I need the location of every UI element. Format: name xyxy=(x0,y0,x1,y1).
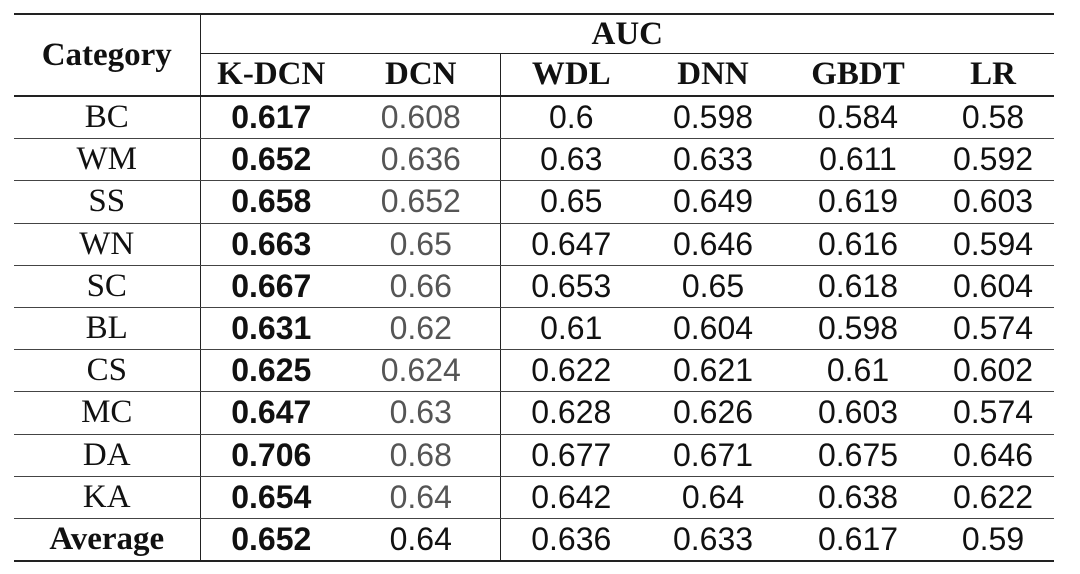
cell-kdcn: 0.647 xyxy=(200,391,342,435)
cell-dcn: 0.652 xyxy=(342,180,501,224)
cell-kdcn: 0.652 xyxy=(200,518,342,563)
cell-dnn: 0.604 xyxy=(642,307,784,351)
cell-wdl: 0.6 xyxy=(500,96,642,140)
cell-gbdt: 0.616 xyxy=(784,223,932,266)
cell-dnn: 0.646 xyxy=(642,223,784,266)
cell-wdl: 0.65 xyxy=(500,180,642,224)
cell-gbdt: 0.61 xyxy=(784,349,932,393)
auc-group-header: AUC xyxy=(200,13,1054,55)
cell-dnn: 0.64 xyxy=(642,476,784,519)
cell-lr: 0.594 xyxy=(932,223,1054,266)
cell-gbdt: 0.675 xyxy=(784,434,932,477)
table-row: BL 0.631 0.62 0.61 0.604 0.598 0.574 xyxy=(14,307,1054,351)
table-row: WN 0.663 0.65 0.647 0.646 0.616 0.594 xyxy=(14,223,1054,266)
row-category: CS xyxy=(14,349,201,393)
cell-dcn: 0.62 xyxy=(342,307,501,351)
row-category: Average xyxy=(14,518,201,563)
cell-dcn: 0.64 xyxy=(342,476,501,519)
cell-gbdt: 0.617 xyxy=(784,518,932,563)
row-category: WN xyxy=(14,223,201,266)
auc-results-table: Category AUC K-DCN DCN WDL DNN GBDT LR B… xyxy=(14,13,1054,563)
cell-lr: 0.622 xyxy=(932,476,1054,519)
cell-kdcn: 0.652 xyxy=(200,138,342,182)
model-header-wdl: WDL xyxy=(500,53,642,98)
cell-gbdt: 0.598 xyxy=(784,307,932,351)
cell-lr: 0.59 xyxy=(932,518,1054,563)
cell-dcn: 0.624 xyxy=(342,349,501,393)
cell-dnn: 0.633 xyxy=(642,518,784,563)
cell-dcn: 0.66 xyxy=(342,265,501,308)
row-category: BC xyxy=(14,96,201,140)
cell-lr: 0.574 xyxy=(932,391,1054,435)
cell-wdl: 0.677 xyxy=(500,434,642,477)
cell-kdcn: 0.617 xyxy=(200,96,342,140)
table-row: SS 0.658 0.652 0.65 0.649 0.619 0.603 xyxy=(14,180,1054,224)
row-category: SS xyxy=(14,180,201,224)
table-body: BC 0.617 0.608 0.6 0.598 0.584 0.58 WM 0.652 0.63… xyxy=(14,96,1054,563)
cell-dcn: 0.65 xyxy=(342,223,501,266)
model-header-lr: LR xyxy=(932,53,1054,98)
cell-gbdt: 0.638 xyxy=(784,476,932,519)
row-category: KA xyxy=(14,476,201,519)
cell-gbdt: 0.619 xyxy=(784,180,932,224)
cell-lr: 0.604 xyxy=(932,265,1054,308)
category-header: Category xyxy=(14,13,201,97)
cell-wdl: 0.628 xyxy=(500,391,642,435)
table-row: CS 0.625 0.624 0.622 0.621 0.61 0.602 xyxy=(14,349,1054,393)
cell-lr: 0.574 xyxy=(932,307,1054,351)
cell-wdl: 0.61 xyxy=(500,307,642,351)
cell-wdl: 0.653 xyxy=(500,265,642,308)
row-category: DA xyxy=(14,434,201,477)
cell-gbdt: 0.618 xyxy=(784,265,932,308)
cell-wdl: 0.636 xyxy=(500,518,642,563)
cell-lr: 0.602 xyxy=(932,349,1054,393)
table-row: WM 0.652 0.636 0.63 0.633 0.611 0.592 xyxy=(14,138,1054,182)
row-category: BL xyxy=(14,307,201,351)
cell-dcn: 0.636 xyxy=(342,138,501,182)
cell-lr: 0.592 xyxy=(932,138,1054,182)
row-category: SC xyxy=(14,265,201,308)
model-header-dnn: DNN xyxy=(642,53,784,98)
model-header-gbdt: GBDT xyxy=(784,53,932,98)
cell-dnn: 0.621 xyxy=(642,349,784,393)
cell-dcn: 0.63 xyxy=(342,391,501,435)
cell-dnn: 0.626 xyxy=(642,391,784,435)
cell-gbdt: 0.584 xyxy=(784,96,932,140)
cell-dnn: 0.671 xyxy=(642,434,784,477)
cell-wdl: 0.642 xyxy=(500,476,642,519)
cell-dcn: 0.64 xyxy=(342,518,501,563)
row-category: WM xyxy=(14,138,201,182)
cell-wdl: 0.647 xyxy=(500,223,642,266)
cell-wdl: 0.622 xyxy=(500,349,642,393)
cell-kdcn: 0.625 xyxy=(200,349,342,393)
table-row: SC 0.667 0.66 0.653 0.65 0.618 0.604 xyxy=(14,265,1054,308)
cell-dnn: 0.633 xyxy=(642,138,784,182)
cell-lr: 0.58 xyxy=(932,96,1054,140)
cell-kdcn: 0.654 xyxy=(200,476,342,519)
cell-kdcn: 0.663 xyxy=(200,223,342,266)
cell-dnn: 0.598 xyxy=(642,96,784,140)
cell-kdcn: 0.658 xyxy=(200,180,342,224)
cell-gbdt: 0.603 xyxy=(784,391,932,435)
average-row: Average 0.652 0.64 0.636 0.633 0.617 0.59 xyxy=(14,518,1054,563)
cell-wdl: 0.63 xyxy=(500,138,642,182)
model-header-k-dcn: K-DCN xyxy=(200,53,342,98)
table-row: KA 0.654 0.64 0.642 0.64 0.638 0.622 xyxy=(14,476,1054,519)
cell-dnn: 0.65 xyxy=(642,265,784,308)
cell-kdcn: 0.631 xyxy=(200,307,342,351)
cell-dnn: 0.649 xyxy=(642,180,784,224)
table-row: DA 0.706 0.68 0.677 0.671 0.675 0.646 xyxy=(14,434,1054,477)
cell-kdcn: 0.667 xyxy=(200,265,342,308)
cell-lr: 0.603 xyxy=(932,180,1054,224)
cell-dcn: 0.68 xyxy=(342,434,501,477)
cell-kdcn: 0.706 xyxy=(200,434,342,477)
cell-lr: 0.646 xyxy=(932,434,1054,477)
cell-dcn: 0.608 xyxy=(342,96,501,140)
model-header-dcn: DCN xyxy=(342,53,501,98)
cell-gbdt: 0.611 xyxy=(784,138,932,182)
table-row: MC 0.647 0.63 0.628 0.626 0.603 0.574 xyxy=(14,391,1054,435)
table-row: BC 0.617 0.608 0.6 0.598 0.584 0.58 xyxy=(14,96,1054,140)
row-category: MC xyxy=(14,391,201,435)
